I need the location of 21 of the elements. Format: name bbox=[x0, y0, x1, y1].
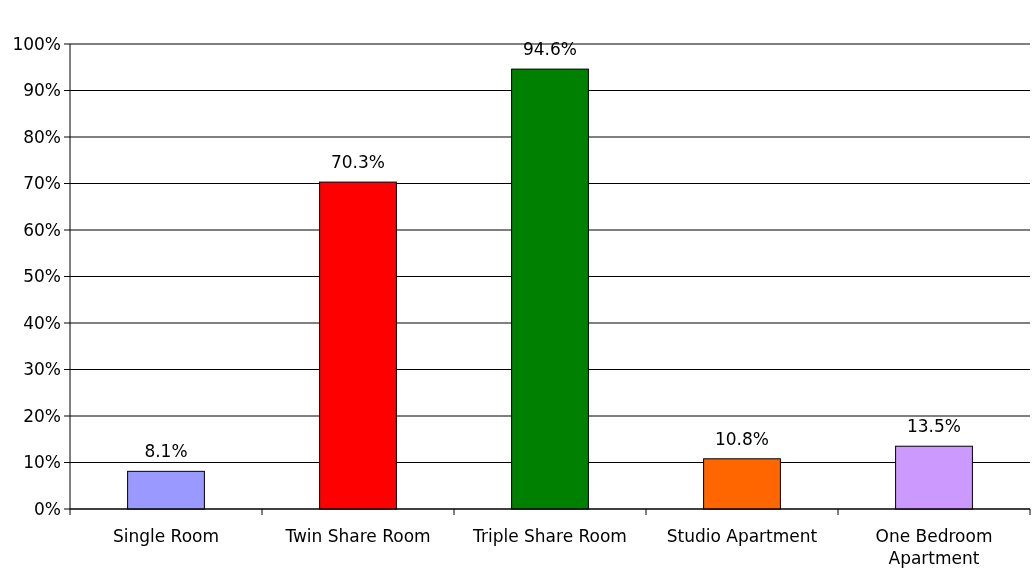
y-tick-label: 10% bbox=[23, 452, 61, 473]
x-tick-label: Studio Apartment bbox=[666, 526, 818, 546]
y-tick-label: 20% bbox=[23, 405, 61, 426]
x-tick-label: One Bedroom Apartment bbox=[875, 526, 993, 569]
y-tick-label: 50% bbox=[23, 266, 61, 287]
y-tick-label: 0% bbox=[34, 498, 61, 519]
x-tick-label: Single Room bbox=[112, 526, 220, 546]
y-tick-label: 100% bbox=[12, 33, 61, 54]
x-tick-label: Twin Share Room bbox=[284, 526, 431, 546]
y-tick-label: 80% bbox=[23, 126, 61, 147]
x-tick-label: Triple Share Room bbox=[472, 526, 627, 546]
y-tick-label: 30% bbox=[23, 359, 61, 380]
y-tick-label: 40% bbox=[23, 312, 61, 333]
data-label: 8.1% bbox=[144, 441, 188, 462]
y-tick-label: 90% bbox=[23, 80, 61, 101]
data-label: 94.6% bbox=[522, 39, 578, 60]
data-label: 13.5% bbox=[906, 416, 962, 437]
y-tick-label: 60% bbox=[23, 219, 61, 240]
data-label: 70.3% bbox=[330, 152, 386, 173]
y-tick-label: 70% bbox=[23, 173, 61, 194]
data-label: 10.8% bbox=[714, 428, 770, 449]
